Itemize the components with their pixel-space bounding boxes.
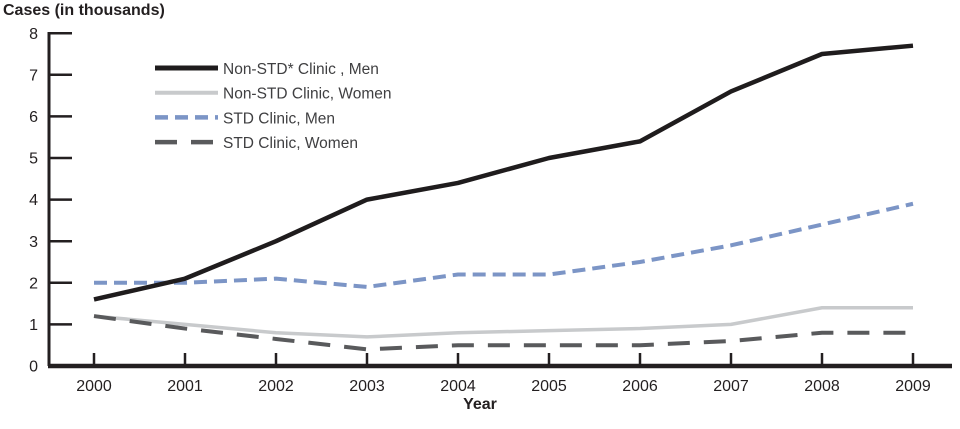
x-tick-label: 2007 [713, 378, 749, 395]
x-tick-label: 2008 [804, 378, 840, 395]
x-tick-label: 2005 [531, 378, 567, 395]
legend-label: STD Clinic, Men [223, 110, 335, 127]
y-tick-label: 3 [29, 234, 38, 251]
series-line-1 [93, 43, 914, 302]
x-tick-label: 2003 [349, 378, 385, 395]
legend-item: STD Clinic, Men [155, 110, 335, 127]
chart-title: Cases (in thousands) [3, 2, 165, 19]
y-tick-label: 4 [29, 192, 38, 209]
y-tick-label: 5 [29, 151, 38, 168]
series-line-2 [93, 306, 913, 339]
legend-item: STD Clinic, Women [155, 135, 358, 152]
x-tick-label: 2004 [440, 378, 476, 395]
y-tick-label: 8 [29, 26, 38, 43]
legend-label: Non-STD* Clinic , Men [223, 61, 379, 78]
x-tick-label: 2001 [167, 378, 203, 395]
series-line-4 [93, 314, 913, 352]
legend-label: STD Clinic, Women [223, 135, 358, 152]
x-tick-label: 2000 [76, 378, 112, 395]
legend-item: Non-STD* Clinic , Men [155, 61, 379, 78]
legend-item: Non-STD Clinic, Women [155, 86, 392, 103]
series-line-3 [94, 201, 914, 289]
legend-label: Non-STD Clinic, Women [223, 86, 392, 103]
x-axis-title: Year [463, 396, 497, 413]
y-tick-label: 6 [29, 109, 38, 126]
x-tick-label: 2006 [622, 378, 658, 395]
y-tick-label: 7 [29, 67, 38, 84]
x-tick-label: 2009 [895, 378, 931, 395]
x-tick-label: 2002 [258, 378, 294, 395]
y-tick-label: 2 [29, 275, 38, 292]
y-tick-label: 1 [29, 317, 38, 334]
y-tick-label: 0 [29, 359, 38, 376]
